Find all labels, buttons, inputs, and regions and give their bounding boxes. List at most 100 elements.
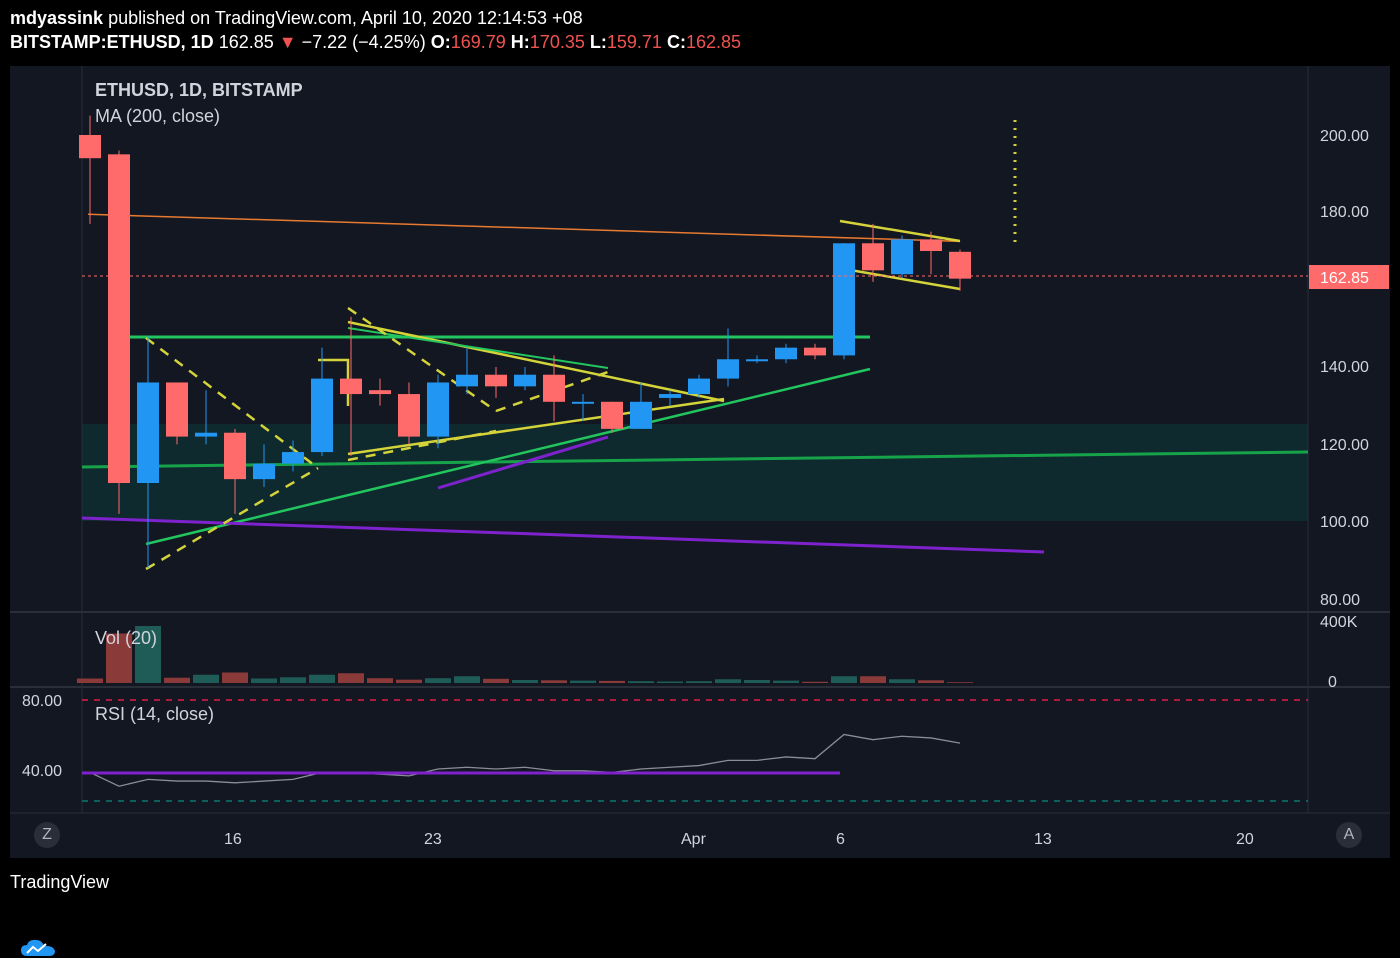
volume-bar bbox=[338, 673, 364, 683]
volume-bar bbox=[396, 679, 422, 683]
candle[interactable] bbox=[282, 440, 304, 472]
ma-indicator-label[interactable]: MA (200, close) bbox=[95, 106, 220, 126]
volume-bar bbox=[831, 676, 857, 683]
candle[interactable] bbox=[862, 223, 884, 282]
candle-body bbox=[862, 243, 884, 271]
volume-bar bbox=[802, 681, 828, 683]
candle[interactable] bbox=[572, 394, 594, 422]
candle[interactable] bbox=[601, 401, 623, 433]
candle[interactable] bbox=[804, 343, 826, 360]
candle[interactable] bbox=[775, 343, 797, 364]
candle[interactable] bbox=[688, 374, 710, 398]
last-price: 162.85 bbox=[218, 32, 274, 52]
volume-bar bbox=[222, 672, 248, 683]
triangle-inner-green-line[interactable] bbox=[347, 327, 609, 369]
candle[interactable] bbox=[485, 367, 507, 398]
candle[interactable] bbox=[514, 367, 536, 391]
chart-canvas[interactable]: ETHUSD, 1D, BITSTAMP MA (200, close) Vol… bbox=[10, 66, 1390, 858]
candle-body bbox=[804, 347, 826, 356]
candle-body bbox=[659, 394, 681, 398]
candle-body bbox=[137, 382, 159, 483]
candle[interactable] bbox=[746, 355, 768, 364]
candle[interactable] bbox=[659, 390, 681, 406]
candle-body bbox=[775, 347, 797, 360]
flag-lower-line[interactable] bbox=[849, 268, 961, 291]
price-axis[interactable]: 200.00 180.00 140.00 120.00 100.00 80.00… bbox=[1309, 128, 1389, 691]
candle[interactable] bbox=[195, 390, 217, 445]
time-tick-23: 23 bbox=[424, 831, 442, 848]
candle-body bbox=[920, 239, 942, 251]
triangle-upper-line[interactable] bbox=[347, 320, 725, 403]
log-scale-button[interactable]: Z bbox=[34, 822, 60, 848]
short-purple-trendline[interactable] bbox=[437, 435, 609, 490]
auto-scale-button[interactable]: A bbox=[1336, 822, 1362, 848]
dashed-wave-line-4[interactable] bbox=[347, 429, 497, 462]
volume-bar bbox=[106, 633, 132, 683]
volume-bar bbox=[686, 681, 712, 683]
candle[interactable] bbox=[456, 347, 478, 395]
candle[interactable] bbox=[224, 428, 246, 514]
volume-bar bbox=[599, 680, 625, 683]
open-label: O: bbox=[430, 32, 451, 52]
flag-upper-line[interactable] bbox=[839, 219, 961, 243]
candle[interactable] bbox=[717, 328, 739, 387]
candle[interactable] bbox=[253, 444, 275, 487]
footer-branding[interactable]: TradingView bbox=[10, 872, 109, 956]
price-tick-180: 180.00 bbox=[1320, 204, 1369, 221]
dashed-wave-line-2[interactable] bbox=[145, 466, 319, 571]
candle[interactable] bbox=[891, 235, 913, 279]
volume-bar bbox=[454, 676, 480, 683]
candle[interactable] bbox=[369, 378, 391, 406]
candle-body bbox=[543, 374, 565, 402]
time-axis[interactable]: 16 23 Apr 6 13 20 bbox=[224, 831, 1254, 848]
candle[interactable] bbox=[340, 316, 362, 456]
candle[interactable] bbox=[833, 243, 855, 360]
down-arrow-icon: ▼ bbox=[278, 32, 297, 52]
drawing-tools[interactable] bbox=[81, 120, 1309, 571]
symbol-label: BITSTAMP:ETHUSD, 1D bbox=[10, 32, 214, 52]
candle[interactable] bbox=[108, 150, 130, 514]
candle-body bbox=[746, 359, 768, 362]
candle[interactable] bbox=[137, 336, 159, 569]
candle[interactable] bbox=[427, 374, 449, 449]
dashed-wave-line-3[interactable] bbox=[347, 306, 497, 413]
volume-series bbox=[77, 626, 973, 683]
candle[interactable] bbox=[630, 382, 652, 429]
candle[interactable] bbox=[949, 249, 971, 291]
ohlc-line: BITSTAMP:ETHUSD, 1D 162.85 ▼ −7.22 (−4.2… bbox=[10, 30, 741, 54]
time-tick-6: 6 bbox=[836, 831, 845, 848]
candle-body bbox=[311, 378, 333, 453]
volume-bar bbox=[628, 681, 654, 683]
long-support-trendline[interactable] bbox=[81, 450, 1309, 469]
support-zone bbox=[82, 424, 1308, 521]
volume-bar bbox=[860, 676, 886, 683]
close-value: 162.85 bbox=[685, 32, 742, 52]
volume-bar bbox=[367, 678, 393, 683]
volume-bar bbox=[251, 678, 277, 683]
candle-body bbox=[833, 243, 855, 356]
ma200-line bbox=[87, 213, 961, 243]
candle-series[interactable] bbox=[79, 115, 971, 569]
volume-label[interactable]: Vol (20) bbox=[95, 628, 157, 648]
ascending-support-trendline[interactable] bbox=[145, 367, 871, 546]
triangle-lower-line[interactable] bbox=[347, 397, 725, 456]
candle[interactable] bbox=[398, 382, 420, 445]
candle-body bbox=[688, 378, 710, 395]
candle-body bbox=[456, 374, 478, 387]
candle[interactable] bbox=[311, 347, 333, 456]
time-tick-20: 20 bbox=[1236, 831, 1254, 848]
candle[interactable] bbox=[166, 382, 188, 445]
open-value: 169.79 bbox=[450, 32, 506, 52]
volume-bar bbox=[744, 680, 770, 683]
volume-bar bbox=[773, 680, 799, 683]
candle[interactable] bbox=[920, 231, 942, 275]
candle[interactable] bbox=[79, 115, 101, 224]
rsi-label[interactable]: RSI (14, close) bbox=[95, 704, 214, 724]
candle[interactable] bbox=[543, 355, 565, 422]
lower-purple-trendline[interactable] bbox=[81, 516, 1045, 554]
candle-body bbox=[630, 401, 652, 429]
author-name[interactable]: mdyassink bbox=[10, 8, 104, 28]
volume-bar bbox=[280, 677, 306, 683]
time-tick-apr: Apr bbox=[681, 831, 707, 848]
volume-bar bbox=[309, 674, 335, 683]
